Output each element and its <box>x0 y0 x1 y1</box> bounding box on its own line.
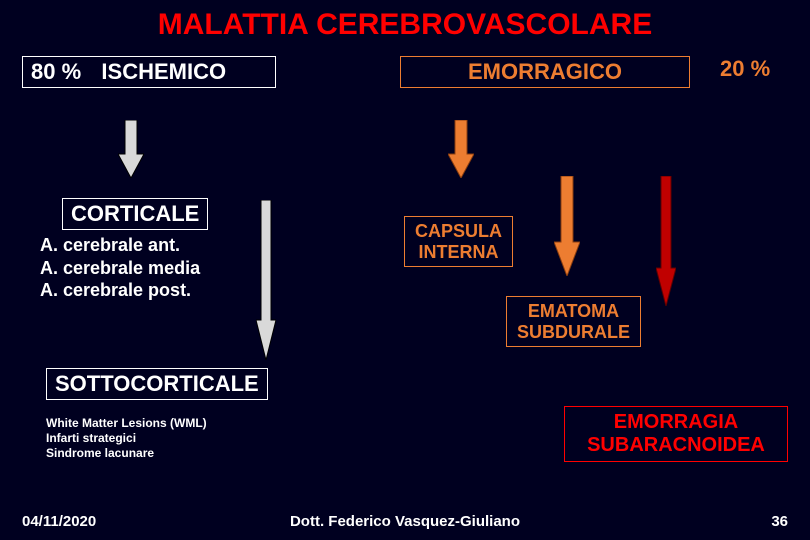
subar-line: EMORRAGIA <box>571 411 781 434</box>
emorragico-label: EMORRAGICO <box>468 59 622 84</box>
sottocorticale-items: White Matter Lesions (WML) Infarti strat… <box>46 416 207 461</box>
footer-author: Dott. Federico Vasquez-Giuliano <box>290 513 520 530</box>
ischemico-pct: 80 % <box>31 59 81 84</box>
subar-line: SUBARACNOIDEA <box>571 434 781 457</box>
ischemico-label: ISCHEMICO <box>101 59 226 84</box>
arrow-down-icon <box>554 176 580 276</box>
sottocorticale-box: SOTTOCORTICALE <box>46 368 268 400</box>
subaracnoidea-box: EMORRAGIA SUBARACNOIDEA <box>564 406 788 462</box>
arrow-down-icon <box>118 120 144 178</box>
sottocorticale-item: Sindrome lacunare <box>46 446 207 461</box>
capsula-box: CAPSULA INTERNA <box>404 216 513 267</box>
arrow-down-icon <box>656 176 676 306</box>
ematoma-box: EMATOMA SUBDURALE <box>506 296 641 347</box>
footer-date: 04/11/2020 <box>22 513 96 530</box>
ematoma-line: EMATOMA <box>517 301 630 322</box>
arrow-down-icon <box>256 200 276 360</box>
ematoma-line: SUBDURALE <box>517 322 630 343</box>
footer-page: 36 <box>771 513 788 530</box>
capsula-line: INTERNA <box>415 242 502 263</box>
emorragico-box: EMORRAGICO <box>400 56 690 88</box>
corticale-item: A. cerebrale post. <box>40 279 200 302</box>
arrow-down-icon <box>448 120 474 178</box>
corticale-items: A. cerebrale ant. A. cerebrale media A. … <box>40 234 200 302</box>
corticale-item: A. cerebrale ant. <box>40 234 200 257</box>
corticale-box: CORTICALE <box>62 198 208 230</box>
sottocorticale-item: White Matter Lesions (WML) <box>46 416 207 431</box>
page-title: MALATTIA CEREBROVASCOLARE <box>0 8 810 42</box>
corticale-item: A. cerebrale media <box>40 257 200 280</box>
sottocorticale-item: Infarti strategici <box>46 431 207 446</box>
emorragico-pct: 20 % <box>720 56 770 82</box>
capsula-line: CAPSULA <box>415 221 502 242</box>
ischemico-box: 80 % ISCHEMICO <box>22 56 276 88</box>
